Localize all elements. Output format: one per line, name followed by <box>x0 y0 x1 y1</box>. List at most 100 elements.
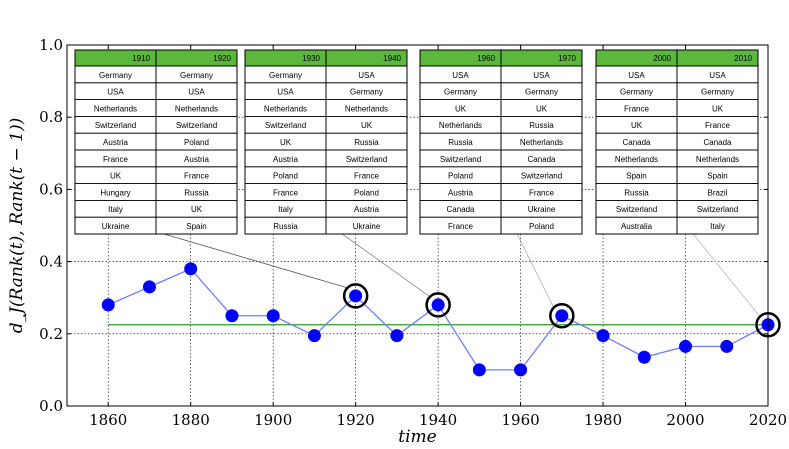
table-cell-text: Austria <box>273 155 298 164</box>
data-point <box>390 329 404 343</box>
table-cell-text: Spain <box>186 222 206 231</box>
inset-table: 1960 1970 USA USA Germany Germany UK UK Netherla… <box>419 49 583 235</box>
table-cell-text: Netherlands <box>175 104 218 113</box>
table-cell-text: Russia <box>273 222 298 231</box>
table-cell-text: Netherlands <box>439 121 482 130</box>
table-cell-text: Netherlands <box>345 104 388 113</box>
table-cell-text: France <box>273 188 298 197</box>
y-tick-label: 0.8 <box>39 108 63 126</box>
table-cell-text: Ukraine <box>353 222 381 231</box>
table-cell-text: France <box>448 222 473 231</box>
axis-ticks: 1860 1880 1900 1920 1940 1960 1980 2000 2020 0.0 0… <box>39 36 787 429</box>
table-cell-text: Poland <box>448 172 473 181</box>
highlight-ring <box>342 283 369 309</box>
table-cell-text: USA <box>358 71 375 80</box>
table-cell <box>500 216 583 235</box>
inset-table: 1930 1940 Germany USA USA Germany Netherlands N… <box>244 49 408 235</box>
highlight-ring <box>549 303 575 329</box>
data-point <box>142 280 156 294</box>
data-point <box>637 350 651 364</box>
table-cell-text: Germany <box>525 88 558 97</box>
table-cell-text: Russia <box>184 188 209 197</box>
data-point <box>225 309 239 323</box>
inset-tables: 1910 1920 Germany Germany USA USA Netherlands N… <box>74 49 759 235</box>
x-tick-label: 1880 <box>172 411 210 429</box>
data-point <box>184 262 198 276</box>
table-cell-text: UK <box>280 138 292 147</box>
table-cell-text: UK <box>536 104 548 113</box>
table-cell-text: USA <box>709 71 726 80</box>
table-cell <box>676 216 759 235</box>
table-cell-text: Austria <box>103 138 128 147</box>
table-header-label: 1930 <box>302 54 320 63</box>
table-cell-text: Netherlands <box>520 138 563 147</box>
plot-frame <box>66 44 769 407</box>
y-tick-label: 0.4 <box>39 253 63 271</box>
data-point <box>472 363 486 377</box>
table-header-label: 1910 <box>132 54 150 63</box>
x-tick-label: 1900 <box>254 411 292 429</box>
table-cell-text: Russia <box>448 138 473 147</box>
table-cell-text: Switzerland <box>95 121 136 130</box>
table-header-label: 1970 <box>558 54 576 63</box>
connector-lines <box>163 233 761 318</box>
data-point <box>596 329 610 343</box>
data-point <box>679 339 693 353</box>
table-cell-text: Russia <box>624 188 649 197</box>
inset-table: 2000 2010 USA USA Germany Germany France UK UK Fr… <box>595 49 759 235</box>
table-cell-text: UK <box>110 172 122 181</box>
connector-line <box>692 233 761 318</box>
table-cell-text: Ukraine <box>102 222 130 231</box>
x-axis-label: time <box>398 427 436 447</box>
x-tick-label: 1920 <box>337 411 375 429</box>
table-cell-text: Germany <box>620 88 653 97</box>
table-cell-text: Germany <box>269 71 302 80</box>
table-cell-text: Ukraine <box>528 205 556 214</box>
table-cell-text: Netherlands <box>264 104 307 113</box>
table-cell-text: Australia <box>621 222 653 231</box>
table-cell-text: Netherlands <box>94 104 137 113</box>
table-cell-text: USA <box>628 71 645 80</box>
table-cell-text: UK <box>631 121 643 130</box>
table-cell-text: Poland <box>529 222 554 231</box>
table-header-label: 2000 <box>653 54 671 63</box>
table-cell-text: Switzerland <box>346 155 387 164</box>
table-cell-text: Italy <box>710 222 725 231</box>
table-cell-text: Germany <box>444 88 477 97</box>
table-cell-text: Germany <box>99 71 132 80</box>
table-cell-text: Spain <box>626 172 646 181</box>
table-cell <box>155 216 238 235</box>
data-point <box>307 329 321 343</box>
table-cell-text: Italy <box>278 205 293 214</box>
table-cell-text: UK <box>191 205 203 214</box>
table-cell-text: France <box>705 121 730 130</box>
table-cell-text: Switzerland <box>265 121 306 130</box>
table-cell-text: Switzerland <box>616 205 657 214</box>
table-header-label: 1940 <box>383 54 401 63</box>
table-cell-text: Poland <box>354 188 379 197</box>
x-tick-label: 1860 <box>89 411 127 429</box>
data-point <box>720 339 734 353</box>
table-cell-text: Poland <box>273 172 298 181</box>
table-cell-text: Russia <box>529 121 554 130</box>
data-point <box>266 309 280 323</box>
data-point <box>514 363 528 377</box>
data-point <box>349 289 363 303</box>
table-header-label: 1920 <box>213 54 231 63</box>
y-tick-label: 0.2 <box>39 325 63 343</box>
table-cell-text: USA <box>452 71 469 80</box>
table-cell-text: USA <box>188 88 205 97</box>
y-tick-label: 1.0 <box>39 36 63 54</box>
table-cell-text: Germany <box>701 88 734 97</box>
table-cell-text: Brazil <box>707 188 727 197</box>
highlight-ring <box>425 292 451 318</box>
connector-line <box>516 233 555 308</box>
table-cell-text: Austria <box>448 188 473 197</box>
table-cell-text: Spain <box>707 172 727 181</box>
table-cell-text: France <box>184 172 209 181</box>
table-cell <box>325 216 408 235</box>
table-cell-text: Switzerland <box>440 155 481 164</box>
x-tick-label: 2020 <box>749 411 787 429</box>
y-axis-label: d_J(Rank(t), Rank(t − 1)) <box>7 118 27 333</box>
